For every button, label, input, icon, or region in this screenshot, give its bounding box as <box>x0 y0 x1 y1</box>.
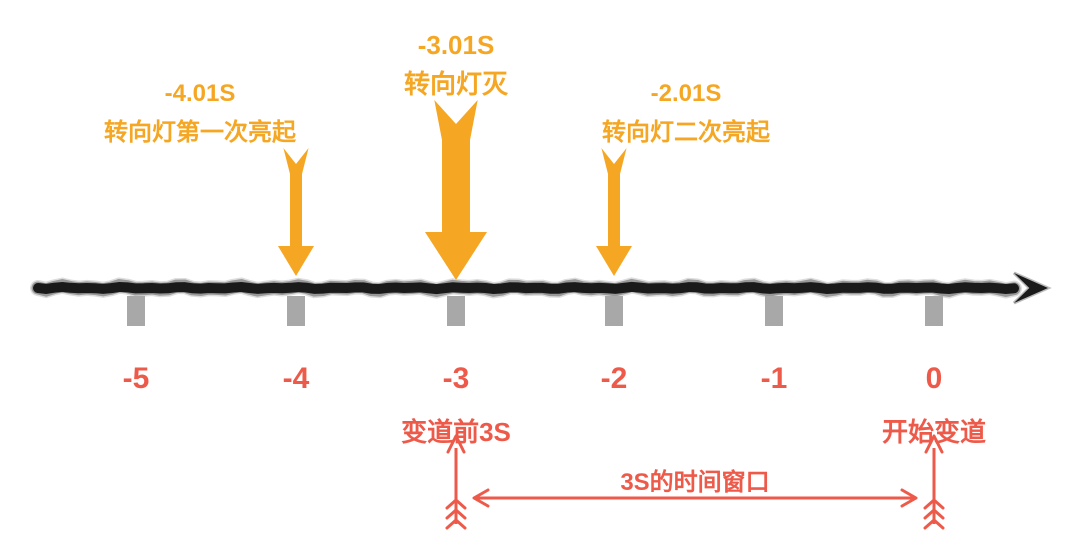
event-arrow-second-on <box>596 148 632 276</box>
event-time-first-on: -4.01S <box>165 80 236 108</box>
event-arrow-first-on <box>278 148 314 276</box>
time-window-label: 3S的时间窗口 <box>620 462 769 497</box>
event-time-off: -3.01S <box>418 30 495 61</box>
event-desc-off: 转向灯灭 <box>404 64 508 101</box>
tick-label--1: -1 <box>761 362 788 396</box>
timeline-axis <box>38 273 1048 303</box>
tick-label--5: -5 <box>123 362 150 396</box>
tick-label--3: -3 <box>443 362 470 396</box>
event-desc-second-on: 转向灯二次亮起 <box>602 112 770 147</box>
bottom-label-start-change: 开始变道 <box>882 412 986 449</box>
tick-label--4: -4 <box>283 362 310 396</box>
event-desc-first-on: 转向灯第一次亮起 <box>104 112 296 147</box>
tick-label-0: 0 <box>926 362 943 396</box>
tick-group <box>127 296 943 326</box>
tick-label--2: -2 <box>601 362 628 396</box>
event-arrow-off <box>425 100 487 280</box>
timeline-svg <box>0 0 1080 546</box>
event-time-second-on: -2.01S <box>651 80 722 108</box>
bottom-label-pre3s: 变道前3S <box>401 412 511 449</box>
